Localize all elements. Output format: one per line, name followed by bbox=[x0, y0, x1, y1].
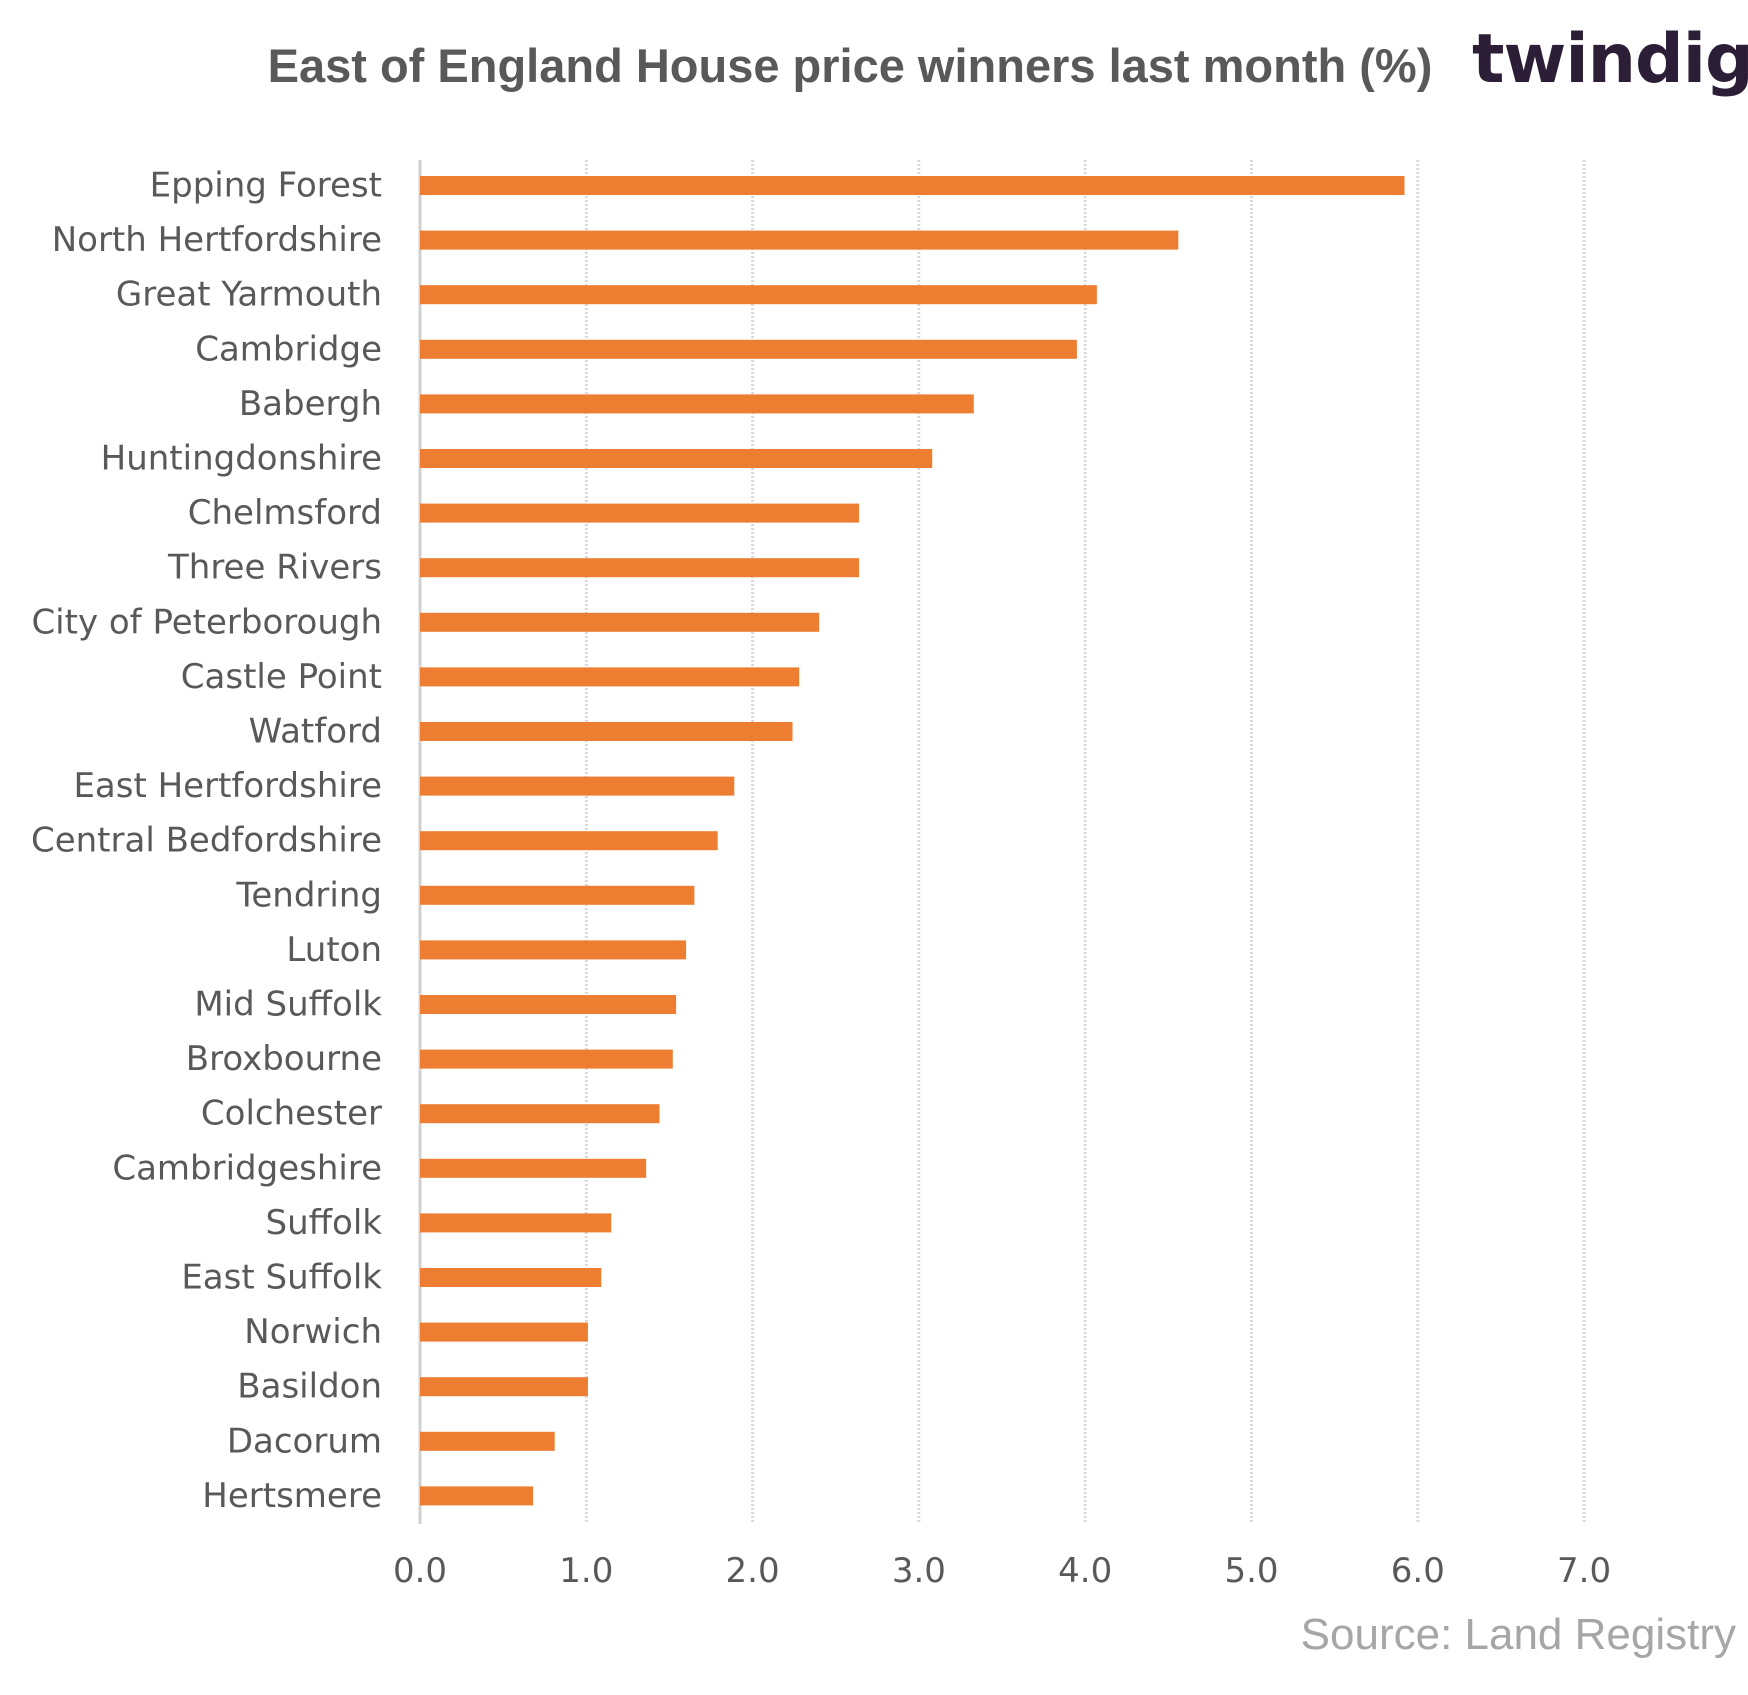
bar bbox=[420, 722, 793, 741]
bar-chart: Epping Forest North Hertfordshire Great Ya… bbox=[31, 160, 1611, 1591]
x-tick-label: 3.0 bbox=[892, 1551, 946, 1591]
bar bbox=[420, 612, 820, 632]
category-label: Epping Forest bbox=[150, 166, 382, 206]
category-labels: Epping Forest North Hertfordshire Great Ya… bbox=[31, 166, 382, 1516]
bar bbox=[420, 1049, 673, 1069]
bar bbox=[420, 230, 1179, 250]
bar bbox=[420, 1377, 588, 1397]
x-tick-label: 6.0 bbox=[1391, 1551, 1445, 1591]
bar bbox=[420, 1322, 588, 1342]
x-tick-labels: 0.0 1.0 2.0 3.0 4.0 5.0 6.0 7.0 bbox=[393, 1551, 1611, 1591]
category-label: Suffolk bbox=[266, 1203, 383, 1243]
category-label: Colchester bbox=[201, 1094, 382, 1134]
chart-title: East of England House price winners last… bbox=[267, 39, 1433, 92]
bar bbox=[420, 776, 735, 796]
bar bbox=[420, 1431, 555, 1451]
category-label: Huntingdonshire bbox=[101, 439, 382, 479]
bar bbox=[420, 1268, 602, 1287]
category-label: Dacorum bbox=[227, 1421, 382, 1461]
category-label: Tendring bbox=[235, 875, 382, 915]
category-label: Basildon bbox=[237, 1367, 382, 1407]
x-tick-label: 2.0 bbox=[726, 1551, 780, 1591]
bar bbox=[420, 503, 860, 523]
bar bbox=[420, 339, 1077, 359]
category-label: Babergh bbox=[239, 384, 382, 424]
category-label: Watford bbox=[249, 712, 382, 752]
bar bbox=[420, 995, 677, 1014]
category-label: Mid Suffolk bbox=[194, 985, 382, 1025]
x-tick-label: 7.0 bbox=[1557, 1551, 1611, 1591]
category-label: East Hertfordshire bbox=[73, 766, 382, 806]
category-label: Broxbourne bbox=[186, 1039, 382, 1079]
bar bbox=[420, 940, 687, 960]
category-label: Luton bbox=[286, 930, 382, 970]
bar bbox=[420, 885, 695, 905]
bar bbox=[420, 1486, 534, 1506]
x-tick-label: 1.0 bbox=[559, 1551, 613, 1591]
bars bbox=[420, 176, 1405, 1506]
bar bbox=[420, 1213, 612, 1233]
category-label: Three Rivers bbox=[167, 548, 382, 588]
bar bbox=[420, 394, 974, 414]
bar bbox=[420, 449, 933, 468]
category-label: City of Peterborough bbox=[31, 602, 382, 642]
category-label: Norwich bbox=[244, 1312, 382, 1352]
bar bbox=[420, 285, 1097, 305]
x-tick-label: 5.0 bbox=[1224, 1551, 1278, 1591]
bar bbox=[420, 558, 860, 578]
x-tick-label: 4.0 bbox=[1058, 1551, 1112, 1591]
category-label: Hertsmere bbox=[202, 1476, 382, 1516]
category-label: Castle Point bbox=[181, 657, 382, 697]
category-label: Chelmsford bbox=[188, 493, 382, 533]
category-label: Central Bedfordshire bbox=[31, 821, 382, 861]
bar bbox=[420, 667, 800, 687]
category-label: Great Yarmouth bbox=[116, 275, 382, 315]
bar bbox=[420, 176, 1405, 195]
bar bbox=[420, 831, 718, 851]
category-label: East Suffolk bbox=[181, 1258, 382, 1298]
category-label: North Hertfordshire bbox=[52, 220, 382, 260]
brand-logo: twindig bbox=[1472, 20, 1748, 99]
source-note: Source: Land Registry bbox=[1300, 1610, 1736, 1659]
brand-logo-text: twindig bbox=[1472, 20, 1748, 99]
category-label: Cambridgeshire bbox=[112, 1148, 382, 1188]
bar bbox=[420, 1104, 660, 1124]
x-tick-label: 0.0 bbox=[393, 1551, 447, 1591]
bar bbox=[420, 1158, 647, 1178]
category-label: Cambridge bbox=[195, 329, 382, 369]
